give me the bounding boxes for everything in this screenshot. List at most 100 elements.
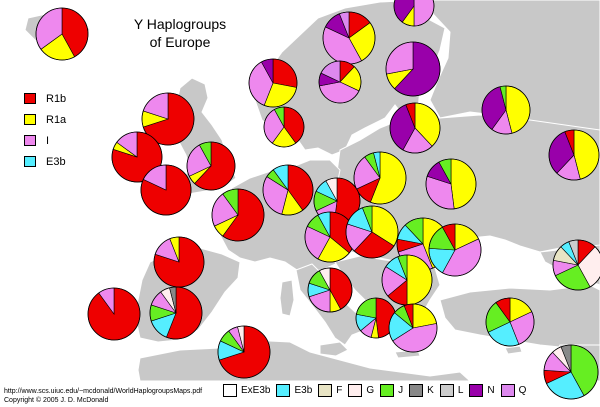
pie-levant — [543, 344, 599, 400]
legend-label-r1a: R1a — [46, 113, 67, 126]
pie-iceland — [35, 7, 89, 61]
legend-label-q: Q — [518, 385, 527, 396]
legend-label-e3b: E3b — [46, 155, 66, 168]
pie-outline-wales — [140, 164, 192, 216]
legend-item-e3b-bottom: E3b — [276, 384, 312, 397]
pie-outline-romania — [428, 223, 482, 277]
pie-outline-england — [186, 141, 236, 191]
pie-poland — [353, 151, 407, 205]
legend-label-exe3b: ExE3b — [241, 385, 271, 396]
pie-wales — [140, 164, 192, 216]
legend-swatch-g — [348, 384, 363, 397]
pie-outline-czech — [345, 205, 399, 259]
pie-scotland — [141, 92, 195, 146]
pie-finland — [385, 41, 441, 97]
land-sardinia — [279, 279, 295, 317]
pie-outline-belgium — [211, 188, 265, 242]
pie-belarus — [425, 158, 477, 210]
land-cyprus — [504, 345, 523, 355]
pie-outline-switzerland — [307, 267, 353, 313]
pie-outline-basque — [87, 287, 141, 341]
legend-item-q: Q — [500, 384, 527, 397]
pie-outline-finland-n — [393, 0, 435, 27]
credits-copyright: Copyright © 2005 J. D. McDonald — [4, 397, 109, 404]
legend-label-i: I — [46, 134, 50, 147]
legend-item-k: K — [409, 384, 434, 397]
pie-outline-russia-n — [548, 129, 600, 181]
pie-outline-ireland — [111, 131, 163, 183]
pie-bulgaria — [485, 297, 535, 347]
legend-item-n: N — [469, 384, 495, 397]
pie-denmark — [263, 106, 305, 148]
pie-outline-denmark — [263, 106, 305, 148]
legend-item-l: L — [439, 384, 464, 397]
map-title-line-1: Y Haplogroups — [133, 16, 227, 32]
legend-swatch-r1b — [24, 93, 36, 104]
pie-outline-finland — [385, 41, 441, 97]
pie-romania — [428, 223, 482, 277]
pie-england — [186, 141, 236, 191]
pie-belgium — [211, 188, 265, 242]
pie-russia-n — [548, 129, 600, 181]
legend-label-k: K — [427, 385, 434, 396]
legend-swatch-e3b — [24, 156, 36, 167]
land-sicily — [319, 341, 349, 357]
legend-label-n: N — [487, 385, 495, 396]
legend-label-j: J — [398, 385, 404, 396]
legend-swatch-j — [380, 384, 395, 397]
pie-outline-russia — [481, 85, 531, 135]
pie-outline-bulgaria — [485, 297, 535, 347]
legend-swatch-l — [439, 384, 454, 397]
pie-outline-balkans — [388, 303, 438, 353]
legend-swatch-q — [500, 384, 515, 397]
legend-label-l: L — [457, 385, 464, 396]
legend-item-i: I — [24, 130, 66, 151]
pie-outline-levant — [543, 344, 599, 400]
pie-hungary — [381, 254, 433, 306]
legend-item-exe3b: ExE3b — [223, 384, 270, 397]
pie-germany-n — [262, 164, 314, 216]
pie-norway — [248, 58, 298, 108]
pie-georgia — [552, 239, 600, 291]
legend-item-r1b: R1b — [24, 88, 66, 109]
pie-outline-baltic — [389, 102, 441, 154]
pie-outline-portugal — [149, 286, 203, 340]
pie-outline-sweden — [318, 60, 362, 104]
legend-item-f: F — [318, 384, 342, 397]
legend-swatch-e3b-bottom — [276, 384, 291, 397]
pie-outline-germany-n — [262, 164, 314, 216]
legend-item-g: G — [348, 384, 374, 397]
pie-outline-poland — [353, 151, 407, 205]
pie-outline-scotland — [141, 92, 195, 146]
legend-item-r1a: R1a — [24, 109, 66, 130]
pie-czech — [345, 205, 399, 259]
pie-switzerland — [307, 267, 353, 313]
pie-russia — [481, 85, 531, 135]
legend-label-e3b-bottom: E3b — [294, 385, 313, 396]
pie-sweden — [318, 60, 362, 104]
land-finland — [419, 0, 600, 131]
legend-label-f: F — [336, 385, 343, 396]
pie-layer — [35, 0, 600, 400]
pie-outline-norway — [248, 58, 298, 108]
pie-portugal — [149, 286, 203, 340]
legend-item-j: J — [380, 384, 403, 397]
legend-secondary: ExE3b E3b F G J K L N Q — [223, 384, 532, 397]
credits: http://www.scs.uiuc.edu/~mcdonald/WorldH… — [4, 387, 202, 405]
pie-baltic — [389, 102, 441, 154]
pie-norway-n — [322, 11, 376, 65]
credits-url: http://www.scs.uiuc.edu/~mcdonald/WorldH… — [4, 388, 203, 395]
pie-outline-spain — [217, 325, 271, 379]
pie-brittany — [153, 236, 205, 288]
pie-ireland — [111, 131, 163, 183]
pie-basque — [87, 287, 141, 341]
legend-swatch-n — [469, 384, 484, 397]
legend-swatch-k — [409, 384, 424, 397]
pie-outline-iceland — [35, 7, 89, 61]
legend-swatch-exe3b — [223, 384, 237, 397]
map-title-line-2: of Europe — [149, 34, 211, 50]
pie-outline-belarus — [425, 158, 477, 210]
legend-item-e3b: E3b — [24, 151, 66, 172]
legend-label-g: G — [366, 385, 375, 396]
